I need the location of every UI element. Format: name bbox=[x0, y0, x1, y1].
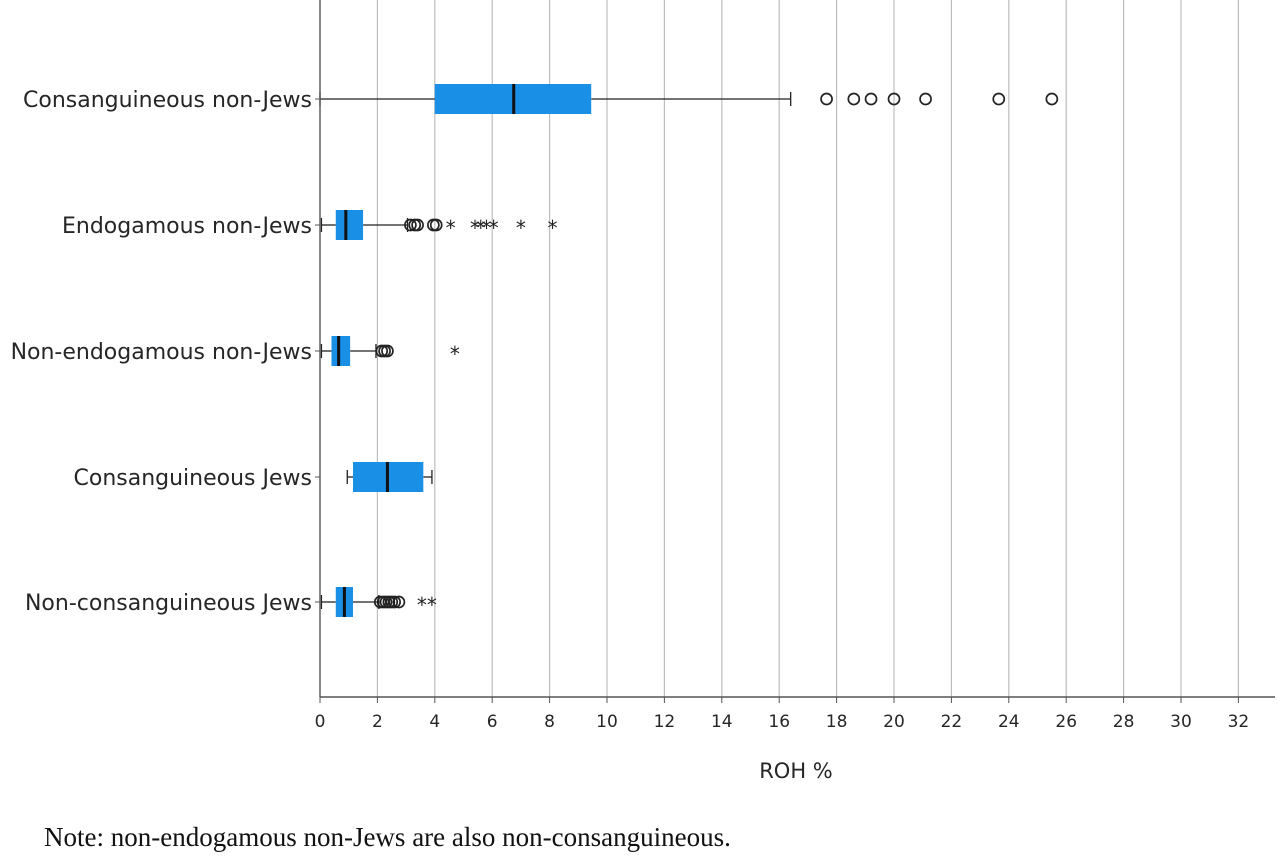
x-tick-label: 22 bbox=[941, 712, 963, 732]
outlier-point bbox=[820, 92, 833, 106]
x-axis-title: ROH % bbox=[759, 759, 833, 783]
x-tick-labels: 0 2 4 6 8 10 12 14 16 18 20 22 24 26 28 30 32 bbox=[315, 712, 1250, 732]
x-tick-label: 4 bbox=[429, 712, 440, 732]
x-tick-label: 26 bbox=[1055, 712, 1077, 732]
x-tick-label: 18 bbox=[826, 712, 848, 732]
x-tick-label: 28 bbox=[1113, 712, 1135, 732]
box-plot-chart: * **** * *** * Consanguineous non-JewsEndoga… bbox=[11, 0, 1275, 783]
x-tick-label: 10 bbox=[596, 712, 618, 732]
x-tick-label: 8 bbox=[544, 712, 555, 732]
outlier-point bbox=[1045, 92, 1059, 106]
extreme-point: * bbox=[481, 216, 491, 240]
x-tick-label: 0 bbox=[315, 712, 326, 732]
outlier-point bbox=[381, 344, 394, 358]
x-tick-label: 30 bbox=[1170, 712, 1192, 732]
x-tick-label: 6 bbox=[487, 712, 498, 732]
x-tick-label: 16 bbox=[768, 712, 790, 732]
gridlines bbox=[376, 0, 1240, 697]
box-iqr bbox=[331, 336, 351, 366]
outlier-point bbox=[992, 92, 1006, 106]
extreme-point: * bbox=[547, 216, 557, 240]
box-iqr bbox=[335, 210, 364, 240]
outlier-point bbox=[864, 92, 878, 106]
box-plot-3: * bbox=[320, 336, 460, 366]
x-tick-label: 12 bbox=[654, 712, 676, 732]
outlier-point bbox=[404, 218, 417, 232]
category-labels: Consanguineous non-Jews Endogamous non-Je… bbox=[11, 88, 312, 616]
footnote: Note: non-endogamous non-Jews are also n… bbox=[44, 822, 731, 852]
box-plot-5: * * bbox=[320, 587, 437, 617]
extreme-point: * bbox=[427, 593, 437, 617]
outlier-point bbox=[847, 92, 861, 106]
box-plot-4 bbox=[346, 462, 433, 492]
outlier-point bbox=[429, 218, 443, 232]
box-plot-1 bbox=[319, 84, 1059, 114]
category-label: Endogamous non-Jews bbox=[62, 214, 312, 239]
extreme-point: * bbox=[417, 593, 427, 617]
category-label: Non-consanguineous Jews bbox=[25, 591, 312, 616]
outlier-point bbox=[392, 595, 406, 609]
x-tick-label: 32 bbox=[1228, 712, 1250, 732]
extreme-point: * bbox=[450, 342, 460, 366]
x-tick-label: 24 bbox=[998, 712, 1020, 732]
outlier-point bbox=[887, 92, 901, 106]
outlier-point bbox=[411, 218, 424, 232]
axes bbox=[315, 0, 1275, 703]
category-label: Consanguineous non-Jews bbox=[23, 88, 312, 113]
x-tick-label: 14 bbox=[711, 712, 733, 732]
extreme-point: * bbox=[516, 216, 526, 240]
extreme-point: * bbox=[489, 216, 499, 240]
extreme-point: * bbox=[476, 216, 486, 240]
extreme-point: * bbox=[470, 216, 480, 240]
category-label: Non-endogamous non-Jews bbox=[11, 340, 312, 365]
outlier-point bbox=[919, 92, 932, 106]
x-tick-label: 20 bbox=[883, 712, 905, 732]
extreme-point: * bbox=[446, 216, 456, 240]
box-plot-2: * **** * * bbox=[320, 210, 557, 240]
x-tick-label: 2 bbox=[372, 712, 383, 732]
category-label: Consanguineous Jews bbox=[74, 466, 313, 491]
box-plots: * **** * *** * bbox=[319, 84, 1059, 617]
outlier-point bbox=[388, 595, 401, 609]
